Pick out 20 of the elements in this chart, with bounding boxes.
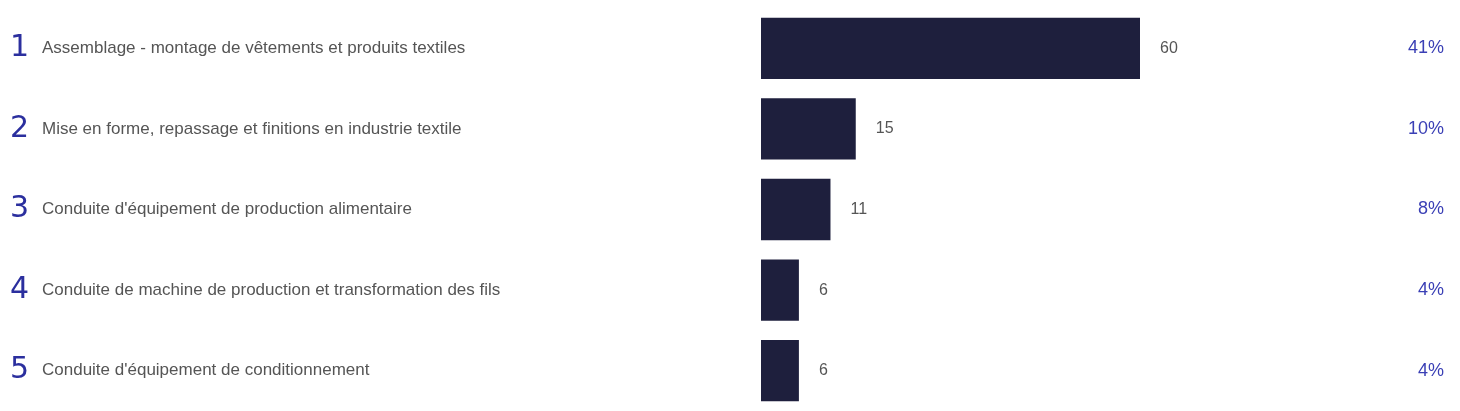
bar (761, 178, 831, 241)
data-label: 6 (818, 280, 828, 298)
text: 41% (1407, 37, 1444, 58)
data-label: 15 (875, 119, 894, 137)
data-label: 6 (818, 361, 828, 379)
data-label: 11 (850, 199, 868, 217)
bar (761, 98, 856, 160)
y-tick-label: 1 Assemblage - montage de vêtements et produits textiles (10, 28, 466, 64)
data-label: 60 (1160, 38, 1178, 56)
y-tick-label: 4 Conduite de machine de production et transformation des fils (10, 269, 501, 305)
bar (761, 17, 1140, 79)
y-tick-label: 2 Mise en forme, repassage et finitions en industrie textile (10, 108, 462, 144)
text: 8% (1417, 198, 1444, 219)
text: 4% (1417, 359, 1444, 380)
text: 4% (1417, 279, 1444, 300)
y-tick-label: 3 Conduite d'équipement de production alimentaire (10, 189, 412, 225)
y-tick-label: 5 Conduite d'équipement de conditionnement (10, 350, 370, 386)
text: 10% (1407, 117, 1444, 138)
bar (761, 340, 799, 402)
bar (761, 259, 799, 321)
